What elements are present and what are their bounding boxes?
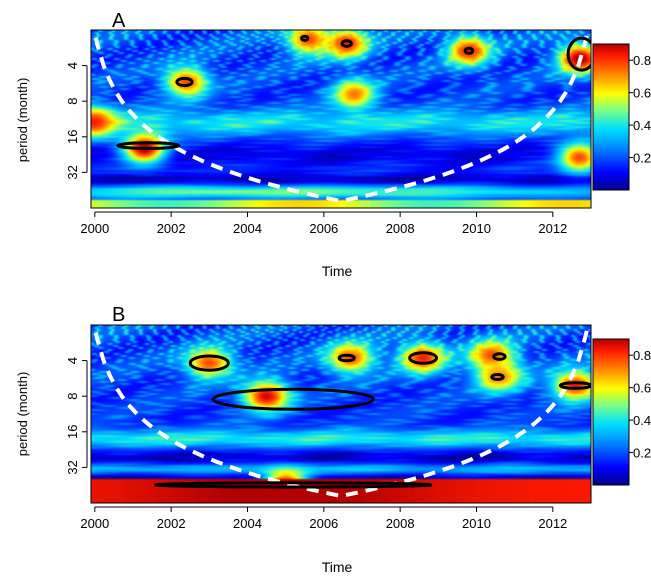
x-tick-label: 2004 [233,516,262,531]
significance-contour-a-5 [463,46,475,55]
panel-label-a: A [112,10,126,32]
plot-frame-b [90,324,592,504]
y-axis-a: 4 8 16 32 [65,62,88,180]
colorbar-tick-label: 0.4 [633,413,651,428]
x-tick-label: 2004 [233,221,262,236]
x-axis-b: 2000 2002 2004 2006 2008 2010 2012 [80,506,567,531]
panel-b: B 2000 2002 2004 2006 2008 2010 2012 4 8 16 32 Ti… [15,304,651,575]
cone-of-influence-a [91,30,591,204]
significance-contours-b [154,351,591,489]
y-tick-label: 8 [65,98,80,105]
x-tick-label: 2008 [386,221,415,236]
panel-a: A 2000 2002 2004 2006 2008 2010 2012 4 8 16 32 Ti… [15,10,651,279]
y-tick-label: 4 [65,62,80,69]
significance-contour-a-3 [300,34,310,42]
x-tick-label: 2006 [309,221,338,236]
y-tick-label: 32 [65,460,80,474]
significance-contour-b-8 [154,481,433,489]
y-tick-label: 16 [65,425,80,439]
x-tick-label: 2008 [386,516,415,531]
y-tick-label: 8 [65,393,80,400]
colorbar-tick-label: 0.6 [633,86,651,101]
colorbar-tick-label: 0.2 [633,446,651,461]
x-tick-label: 2010 [462,221,491,236]
colorbar-b [592,338,630,486]
significance-contour-b-2 [211,387,375,411]
panel-label-b: B [112,304,125,326]
significance-contour-b-3 [337,353,356,363]
colorbar-tick-label: 0.8 [633,53,651,68]
x-tick-label: 2002 [157,516,186,531]
y-axis-b: 4 8 16 32 [65,357,88,475]
x-tick-label: 2000 [80,221,109,236]
significance-contour-a-6 [566,36,591,72]
significance-contour-b-5 [492,352,507,361]
significance-contour-a-4 [340,39,353,48]
colorbar-tick-label: 0.4 [633,118,651,133]
x-tick-label: 2012 [538,516,567,531]
plot-frame-a [90,29,592,209]
colorbar-tick-label: 0.2 [633,151,651,166]
x-tick-label: 2012 [538,221,567,236]
significance-contour-a-1 [116,141,181,150]
x-axis-a: 2000 2002 2004 2006 2008 2010 2012 [80,211,567,236]
significance-contours-a [116,34,591,150]
colorbar-tick-label: 0.6 [633,381,651,396]
y-tick-label: 16 [65,130,80,144]
x-tick-label: 2000 [80,516,109,531]
y-tick-label: 4 [65,357,80,364]
cone-of-influence-b [91,325,591,499]
colorbar-axis-b: 0.2 0.4 0.6 0.8 [629,348,651,461]
x-tick-label: 2002 [157,221,186,236]
significance-contour-b-6 [490,373,505,381]
colorbar-axis-a: 0.2 0.4 0.6 0.8 [629,53,651,166]
significance-contour-b-7 [558,381,591,390]
colorbar-tick-label: 0.8 [633,348,651,363]
significance-contour-b-4 [408,351,439,365]
y-axis-title-a: period (month) [15,78,30,163]
x-tick-label: 2006 [309,516,338,531]
y-tick-label: 32 [65,165,80,179]
significance-contour-a-2 [175,76,194,88]
power-map-b [91,325,591,503]
x-axis-title-b: Time [322,559,353,575]
x-axis-title-a: Time [322,263,353,279]
significance-contour-b-1 [188,354,230,372]
x-tick-label: 2010 [462,516,491,531]
colorbar-a [592,43,630,191]
y-axis-title-b: period (month) [15,372,30,457]
power-map-a [91,30,591,208]
